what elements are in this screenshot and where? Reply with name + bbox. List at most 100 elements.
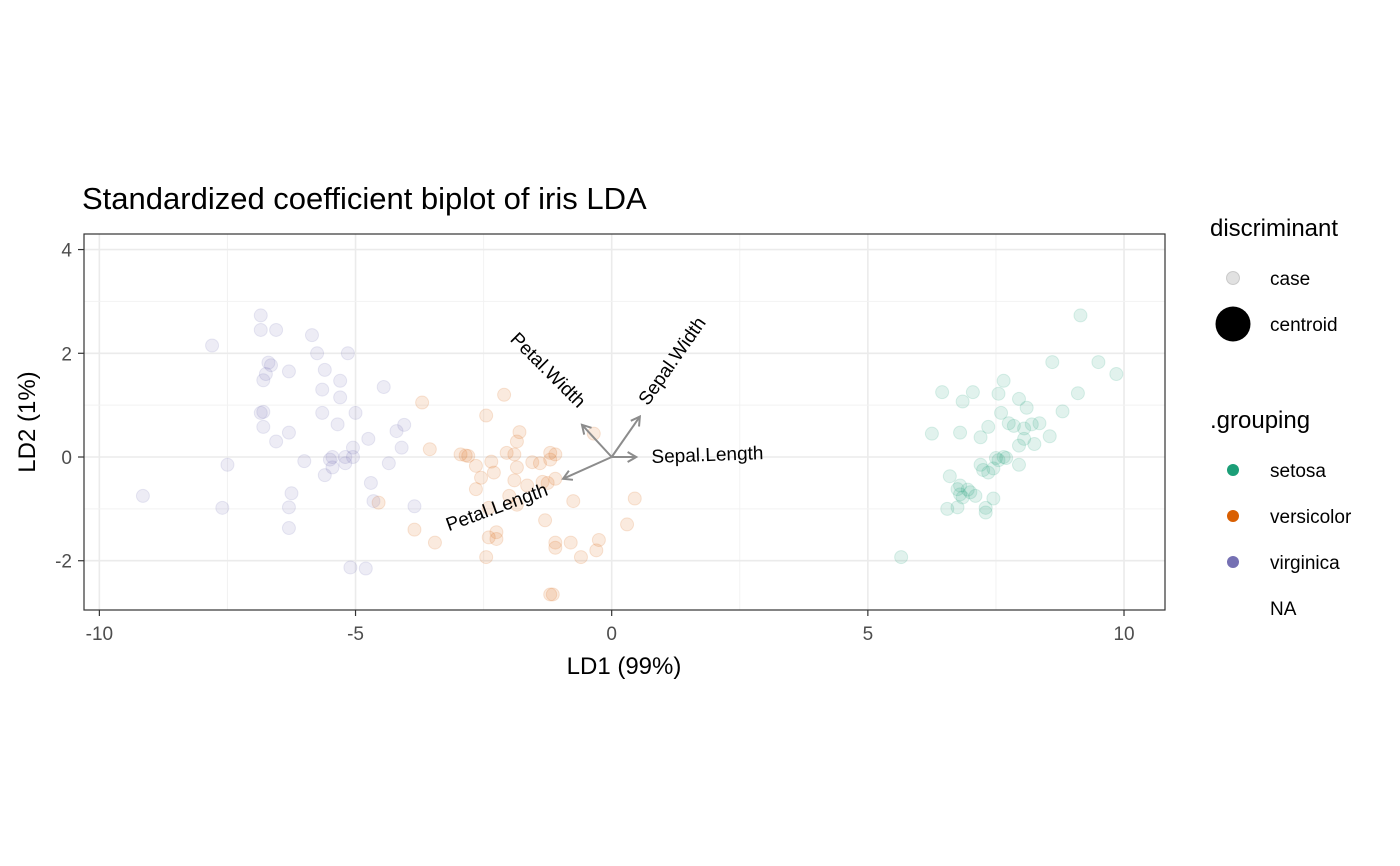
point-virginica xyxy=(325,450,340,465)
point-versicolor xyxy=(474,470,489,485)
vector-Sepal.Width xyxy=(610,415,641,458)
point-versicolor xyxy=(499,445,514,460)
data-points xyxy=(135,308,1124,602)
point-versicolor xyxy=(486,465,501,480)
point-versicolor xyxy=(520,478,535,493)
y-tick-label: 4 xyxy=(61,241,72,262)
plot-panel-border xyxy=(83,233,1166,611)
point-setosa xyxy=(1070,386,1085,401)
point-versicolor xyxy=(427,535,442,550)
point-versicolor xyxy=(507,473,522,488)
vector-arrowhead xyxy=(630,414,642,427)
point-virginica xyxy=(258,367,273,382)
y-tick-label: 0 xyxy=(61,448,72,469)
point-virginica xyxy=(345,450,360,465)
point-virginica xyxy=(315,405,330,420)
point-versicolor xyxy=(573,550,588,565)
point-virginica xyxy=(394,440,409,455)
vector-label: Sepal.Length xyxy=(651,443,764,468)
point-versicolor xyxy=(507,447,522,462)
legend-discriminant-title: discriminant xyxy=(1210,215,1338,242)
point-versicolor xyxy=(407,522,422,537)
y-tick-label: 2 xyxy=(61,344,72,365)
point-virginica xyxy=(281,500,296,515)
legend-centroid-key xyxy=(1215,306,1251,342)
point-versicolor xyxy=(453,447,468,462)
point-versicolor xyxy=(563,535,578,550)
point-setosa xyxy=(1011,457,1026,472)
axis-ticks: -10 -5 0 5 10 -2 0 2 4 xyxy=(55,241,1134,645)
point-virginica xyxy=(397,417,412,432)
series-versicolor xyxy=(371,387,642,602)
chart-title: Standardized coefficient biplot of iris … xyxy=(82,181,647,216)
y-tick-label: -2 xyxy=(55,552,72,573)
series-setosa xyxy=(894,308,1124,565)
point-setosa xyxy=(976,462,991,477)
point-setosa xyxy=(953,478,968,493)
point-virginica xyxy=(358,561,373,576)
point-virginica xyxy=(269,322,284,337)
point-setosa xyxy=(999,451,1014,466)
point-virginica xyxy=(253,308,268,323)
point-virginica xyxy=(253,322,268,337)
point-setosa xyxy=(986,461,1001,476)
plot-panel-background xyxy=(84,234,1165,610)
point-setosa xyxy=(1024,417,1039,432)
point-setosa xyxy=(988,451,1003,466)
x-tick-label: 5 xyxy=(863,624,874,645)
point-virginica xyxy=(220,457,235,472)
point-setosa xyxy=(953,425,968,440)
point-setosa xyxy=(978,505,993,520)
point-setosa xyxy=(1042,429,1057,444)
point-versicolor xyxy=(548,471,563,486)
point-setosa xyxy=(924,426,939,441)
point-setosa xyxy=(986,491,1001,506)
x-axis-title: LD1 (99%) xyxy=(567,653,682,680)
point-versicolor xyxy=(586,426,601,441)
point-versicolor xyxy=(468,458,483,473)
point-versicolor xyxy=(540,475,555,490)
point-virginica xyxy=(317,468,332,483)
point-setosa xyxy=(950,482,965,497)
point-versicolor xyxy=(481,500,496,515)
point-versicolor xyxy=(543,452,558,467)
point-setosa xyxy=(1011,438,1026,453)
point-versicolor xyxy=(461,448,476,463)
legend-grouping: .grouping setosa versicolor virginica NA xyxy=(1210,407,1352,620)
point-setosa xyxy=(1001,416,1016,431)
point-virginica xyxy=(256,404,271,419)
point-setosa xyxy=(978,500,993,515)
point-versicolor xyxy=(502,488,517,503)
point-setosa xyxy=(940,501,955,516)
point-setosa xyxy=(1017,421,1032,436)
x-tick-label: -5 xyxy=(347,624,364,645)
legend-versicolor-label: versicolor xyxy=(1270,507,1352,528)
point-versicolor xyxy=(532,456,547,471)
point-versicolor xyxy=(548,540,563,555)
point-virginica xyxy=(269,434,284,449)
point-versicolor xyxy=(489,525,504,540)
point-versicolor xyxy=(489,531,504,546)
legend-versicolor-key xyxy=(1227,510,1239,522)
point-versicolor xyxy=(620,517,635,532)
point-versicolor xyxy=(548,535,563,550)
point-setosa xyxy=(996,450,1011,465)
point-versicolor xyxy=(479,408,494,423)
legend-case-label: case xyxy=(1270,269,1310,290)
point-virginica xyxy=(205,338,220,353)
point-versicolor xyxy=(538,513,553,528)
point-versicolor xyxy=(525,455,540,470)
point-virginica xyxy=(366,494,381,509)
vector-arrowhead xyxy=(580,423,592,435)
point-versicolor xyxy=(458,448,473,463)
legend-grouping-title: .grouping xyxy=(1210,407,1310,434)
point-versicolor xyxy=(468,482,483,497)
legend-na-label: NA xyxy=(1270,599,1297,620)
point-versicolor xyxy=(509,497,524,512)
point-setosa xyxy=(973,457,988,472)
point-setosa xyxy=(994,405,1009,420)
point-virginica xyxy=(338,456,353,471)
legend-virginica-key xyxy=(1227,556,1239,568)
point-setosa xyxy=(991,453,1006,468)
